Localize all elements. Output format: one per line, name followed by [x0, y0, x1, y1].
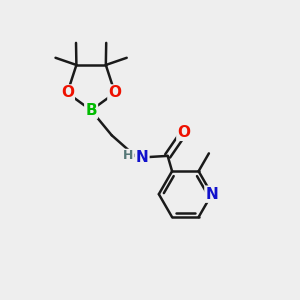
Text: O: O	[177, 125, 190, 140]
Text: O: O	[108, 85, 122, 100]
Text: N: N	[136, 150, 148, 165]
Text: O: O	[61, 85, 74, 100]
Text: H: H	[123, 149, 134, 162]
Text: B: B	[85, 103, 97, 118]
Text: N: N	[206, 187, 218, 202]
